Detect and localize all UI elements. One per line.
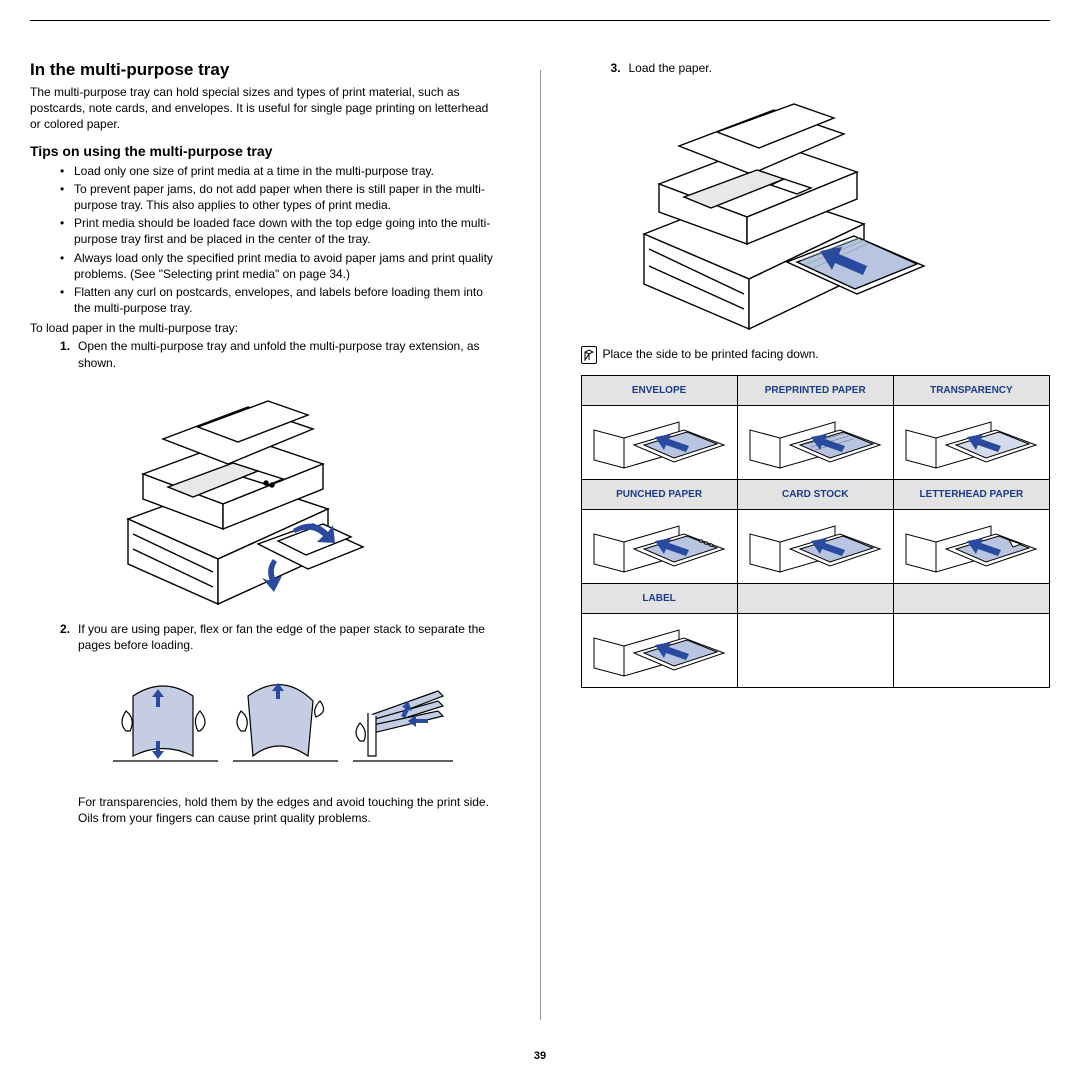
tip-item: Flatten any curl on postcards, envelopes… xyxy=(60,284,500,316)
column-divider xyxy=(540,70,541,1020)
subsection-heading: Tips on using the multi-purpose tray xyxy=(30,143,500,159)
paper-type-image xyxy=(737,509,893,583)
page-number: 39 xyxy=(0,1050,1080,1062)
paper-type-header: TRANSPARENCY xyxy=(893,375,1049,405)
paper-type-header: ENVELOPE xyxy=(581,375,737,405)
note-text: Place the side to be printed facing down… xyxy=(603,346,819,362)
paper-type-header: PUNCHED PAPER xyxy=(581,479,737,509)
paper-type-header: CARD STOCK xyxy=(737,479,893,509)
two-column-layout: In the multi-purpose tray The multi-purp… xyxy=(30,60,1050,1020)
step-3: Load the paper. xyxy=(611,60,1051,338)
tip-item: To prevent paper jams, do not add paper … xyxy=(60,181,500,213)
step-2: If you are using paper, flex or fan the … xyxy=(60,621,500,826)
paper-type-image xyxy=(737,405,893,479)
step-3-text: Load the paper. xyxy=(629,61,712,75)
intro-paragraph: The multi-purpose tray can hold special … xyxy=(30,84,500,133)
right-column: Load the paper. xyxy=(581,60,1051,1020)
page-top-rule xyxy=(30,20,1050,21)
tip-item: Print media should be loaded face down w… xyxy=(60,215,500,247)
paper-types-table: ENVELOPE PREPRINTED PAPER TRANSPARENCY P… xyxy=(581,375,1051,688)
paper-type-header-empty xyxy=(893,583,1049,613)
paper-type-header: LETTERHEAD PAPER xyxy=(893,479,1049,509)
paper-type-image xyxy=(581,613,737,687)
paper-type-header: LABEL xyxy=(581,583,737,613)
lead-in-text: To load paper in the multi-purpose tray: xyxy=(30,320,500,336)
tips-list: Load only one size of print media at a t… xyxy=(30,163,500,317)
paper-type-image-empty xyxy=(893,613,1049,687)
paper-type-header: PREPRINTED PAPER xyxy=(737,375,893,405)
paper-type-image-empty xyxy=(737,613,893,687)
step-2-note: For transparencies, hold them by the edg… xyxy=(78,794,500,826)
paper-type-header-empty xyxy=(737,583,893,613)
figure-open-tray xyxy=(108,379,500,613)
tip-item: Always load only the specified print med… xyxy=(60,250,500,282)
steps-list-continued: Load the paper. xyxy=(581,60,1051,338)
paper-type-image xyxy=(581,509,737,583)
tip-item: Load only one size of print media at a t… xyxy=(60,163,500,179)
left-column: In the multi-purpose tray The multi-purp… xyxy=(30,60,500,1020)
printer-open-tray-illustration xyxy=(108,379,368,609)
steps-list: Open the multi-purpose tray and unfold t… xyxy=(30,338,500,826)
step-1: Open the multi-purpose tray and unfold t… xyxy=(60,338,500,613)
section-heading: In the multi-purpose tray xyxy=(30,60,500,80)
step-2-text: If you are using paper, flex or fan the … xyxy=(78,622,485,652)
paper-type-image xyxy=(893,405,1049,479)
note-row: Place the side to be printed facing down… xyxy=(581,346,1051,364)
fan-paper-illustration xyxy=(108,661,458,781)
note-icon xyxy=(581,346,597,364)
step-1-text: Open the multi-purpose tray and unfold t… xyxy=(78,339,480,369)
figure-fan-paper xyxy=(108,661,500,785)
figure-load-paper xyxy=(629,84,1051,338)
paper-type-image xyxy=(893,509,1049,583)
printer-load-paper-illustration xyxy=(629,84,929,334)
paper-type-image xyxy=(581,405,737,479)
